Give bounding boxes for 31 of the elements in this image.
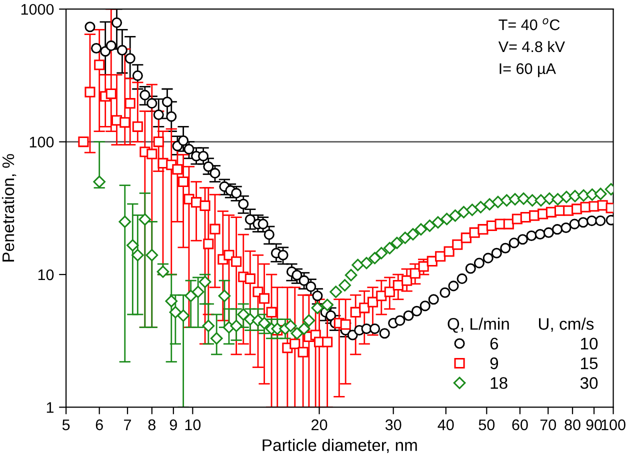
y-tick-label: 10: [38, 269, 54, 280]
x-tick-label: 70: [540, 419, 556, 430]
x-tick-label: 6: [96, 419, 103, 430]
x-tick-label: 80: [564, 419, 580, 430]
x-tick-label: 20: [312, 419, 328, 430]
x-tick-label: 50: [478, 419, 495, 430]
y-tick-label: 1000: [21, 4, 54, 15]
x-tick-label: 7: [124, 420, 131, 430]
x-tick-label: 90: [586, 419, 602, 430]
legend-label: 6: [490, 338, 498, 350]
x-tick-label: 40: [438, 419, 454, 430]
annotation: I= 60 µA: [500, 63, 556, 78]
annotation: 15: [581, 358, 598, 370]
x-tick-label: 8: [148, 419, 156, 430]
y-axis-title: Penetration, %: [2, 154, 16, 262]
legend-label: 9: [490, 357, 498, 370]
y-tick-label: 1: [46, 402, 54, 413]
annotation: V= 4.8 kV: [498, 40, 565, 52]
x-tick-label: 9: [170, 419, 177, 430]
x-tick-label: 100: [602, 419, 626, 430]
annotation: T= 40 $^{o}$C: [498, 18, 560, 30]
legend-label: 18: [490, 377, 508, 389]
x-axis-title: Particle diameter, nm: [262, 438, 417, 454]
x-tick-label: 60: [512, 419, 528, 430]
x-tick-label: 5: [62, 420, 70, 430]
annotation: 10: [581, 338, 598, 350]
annotation: 30: [580, 377, 598, 389]
x-tick-label: 30: [385, 419, 402, 430]
legend-title: Q, L/min U, cm/s: [448, 318, 594, 333]
y-tick-label: 100: [30, 136, 54, 148]
x-tick-label: 10: [185, 419, 201, 430]
